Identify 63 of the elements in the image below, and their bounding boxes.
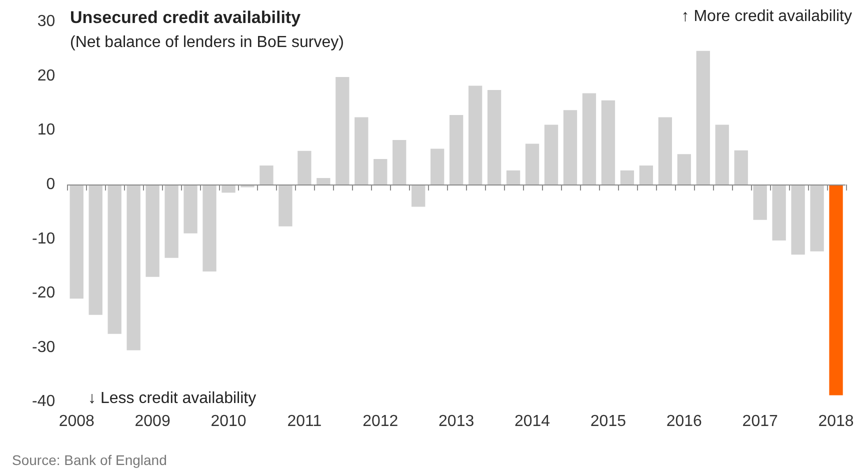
y-tick-label: 10: [37, 122, 56, 139]
y-tick-label: -20: [32, 284, 56, 302]
bar: [544, 124, 558, 185]
bar: [184, 184, 198, 234]
bar: [412, 184, 426, 207]
bar: [487, 90, 502, 185]
bar: [108, 184, 122, 334]
bar: [563, 110, 578, 185]
bar: [202, 184, 216, 272]
bar: [316, 178, 330, 185]
bar: [734, 150, 748, 185]
bar: [639, 166, 654, 185]
bar: [715, 124, 729, 185]
bar: [829, 184, 843, 396]
source-note: Source: Bank of England: [12, 452, 167, 468]
bar: [430, 148, 444, 185]
bar: [525, 144, 540, 185]
bar: [658, 117, 672, 185]
bar: [506, 170, 520, 185]
x-tick-label: 2008: [58, 412, 95, 430]
x-tick-label: 2009: [134, 412, 170, 430]
y-tick-label: 20: [37, 67, 56, 84]
y-tick-label: 0: [46, 176, 56, 193]
y-tick-label: -30: [32, 338, 56, 356]
bar: [146, 184, 160, 277]
bar: [354, 117, 368, 185]
bar: [70, 184, 84, 299]
annotation: ↑ More credit availability: [681, 8, 852, 26]
bar: [336, 77, 350, 185]
bar: [468, 86, 482, 185]
chart-title: Unsecured credit availability: [70, 8, 301, 28]
bar: [392, 140, 406, 185]
y-tick-label: -10: [32, 230, 56, 248]
x-tick-label: 2013: [438, 412, 474, 430]
x-tick-label: 2016: [666, 412, 702, 430]
x-tick-label: 2018: [818, 412, 854, 430]
bar: [772, 184, 786, 240]
x-tick-label: 2011: [287, 412, 322, 430]
bar: [88, 184, 102, 315]
bar: [620, 170, 634, 185]
bar: [298, 150, 312, 185]
y-tick-label: 30: [37, 13, 56, 30]
bar: [810, 184, 824, 252]
bar: [278, 184, 292, 226]
bar: [582, 93, 596, 185]
bar: [374, 159, 388, 185]
x-tick-label: 2014: [514, 412, 550, 430]
annotation: ↓ Less credit availability: [88, 390, 256, 408]
x-tick-label: 2012: [362, 412, 398, 430]
x-tick-label: 2010: [210, 412, 246, 430]
bar: [601, 100, 616, 185]
y-tick-label: -40: [32, 393, 56, 410]
bar: [164, 184, 178, 258]
bar: [126, 184, 140, 350]
text: (Net balance of lenders in BoE survey): [70, 34, 344, 52]
bar: [753, 184, 767, 220]
bar: [449, 115, 464, 185]
bar: [791, 184, 805, 255]
bar: [696, 50, 710, 185]
bar: [677, 154, 691, 185]
x-tick-label: 2015: [590, 412, 626, 430]
bar: [260, 166, 274, 185]
x-tick-label: 2017: [742, 412, 778, 430]
